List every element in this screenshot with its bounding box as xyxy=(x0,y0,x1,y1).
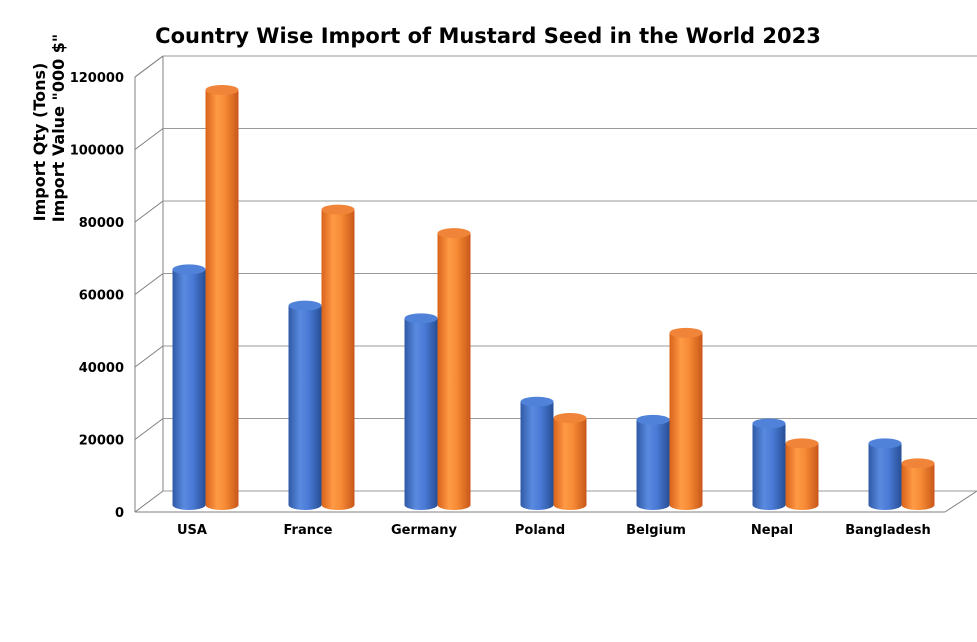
bar-top xyxy=(669,327,703,338)
gridline-depth xyxy=(134,128,164,150)
bar-1 xyxy=(288,300,322,510)
bar-body xyxy=(901,463,935,510)
bar-2 xyxy=(669,327,703,510)
bar-2 xyxy=(553,413,587,510)
bar-2 xyxy=(205,84,239,510)
bar-top xyxy=(205,84,239,95)
gridline-depth xyxy=(134,345,164,368)
y-tick-label: 120000 xyxy=(70,71,124,86)
bar-body xyxy=(205,89,239,510)
bar-top xyxy=(321,204,355,215)
gridline-depth xyxy=(134,418,164,440)
y-axis-label-line1: Import Qty (Tons) xyxy=(30,63,49,222)
bar-1 xyxy=(404,313,438,510)
bar-top xyxy=(636,414,670,425)
bar-2 xyxy=(437,228,471,510)
bar-1 xyxy=(172,264,206,510)
bar-body xyxy=(636,419,670,510)
bar-body xyxy=(172,269,206,510)
bar-top xyxy=(785,438,819,449)
bar-2 xyxy=(321,204,355,510)
bar-1 xyxy=(520,396,554,510)
bar-body xyxy=(520,401,554,510)
bar-top xyxy=(553,413,587,423)
bar-body xyxy=(553,418,587,510)
bar-top xyxy=(437,228,471,239)
gridline-depth xyxy=(134,200,164,223)
bar-top xyxy=(752,418,786,429)
x-tick-label: Belgium xyxy=(626,523,686,538)
bar-1 xyxy=(752,418,786,510)
bar-1 xyxy=(636,414,670,510)
x-tick-label: Germany xyxy=(391,523,457,538)
bar-top xyxy=(868,438,902,449)
x-tick-label: Poland xyxy=(515,523,565,538)
x-tick-label: Nepal xyxy=(751,523,793,538)
bar-1 xyxy=(868,438,902,510)
y-tick-label: 60000 xyxy=(79,289,124,304)
gridline-depth xyxy=(134,273,164,295)
bar-top xyxy=(520,396,554,407)
x-tick-label: USA xyxy=(177,523,207,538)
y-tick-label: 40000 xyxy=(79,361,124,376)
y-tick-label: 20000 xyxy=(79,434,124,449)
bar-body xyxy=(404,318,438,510)
bar-body xyxy=(752,423,786,510)
bar-body xyxy=(321,209,355,510)
bar-2 xyxy=(901,458,935,510)
gridline-depth xyxy=(134,490,164,513)
y-tick-label: 0 xyxy=(115,506,124,521)
bar-top xyxy=(404,313,438,324)
bar-body xyxy=(785,443,819,510)
chart-title: Country Wise Import of Mustard Seed in t… xyxy=(155,24,821,48)
bars xyxy=(172,84,935,510)
x-tick-label: Bangladesh xyxy=(845,523,931,538)
y-tick-label: 100000 xyxy=(70,144,124,159)
bar-body xyxy=(437,233,471,510)
y-axis-label-line2: Import Value "000 $" xyxy=(49,34,68,223)
bar-body xyxy=(868,443,902,510)
bar-body xyxy=(288,305,322,510)
y-tick-label: 80000 xyxy=(79,216,124,231)
bar-2 xyxy=(785,438,819,510)
bar-top xyxy=(288,300,322,311)
bar-top xyxy=(901,458,935,469)
x-tick-label: France xyxy=(283,523,332,538)
x-axis-categories: USA France Germany Poland Belgium Nepal Bangla… xyxy=(177,523,931,538)
bar-body xyxy=(669,332,703,510)
y-axis-ticks: 0 20000 40000 60000 80000 100000 120000 xyxy=(70,71,124,521)
floor-right-edge xyxy=(944,490,977,513)
gridline-depth xyxy=(134,55,164,78)
bar-top xyxy=(172,264,206,275)
